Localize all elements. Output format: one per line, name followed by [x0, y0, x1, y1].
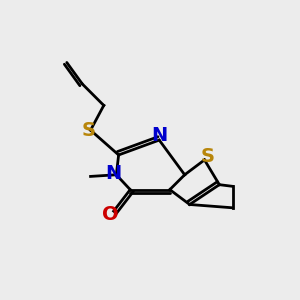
Text: N: N — [151, 126, 167, 145]
Text: N: N — [105, 164, 122, 183]
Text: O: O — [102, 205, 119, 224]
Text: S: S — [82, 121, 96, 140]
Text: S: S — [200, 147, 214, 167]
